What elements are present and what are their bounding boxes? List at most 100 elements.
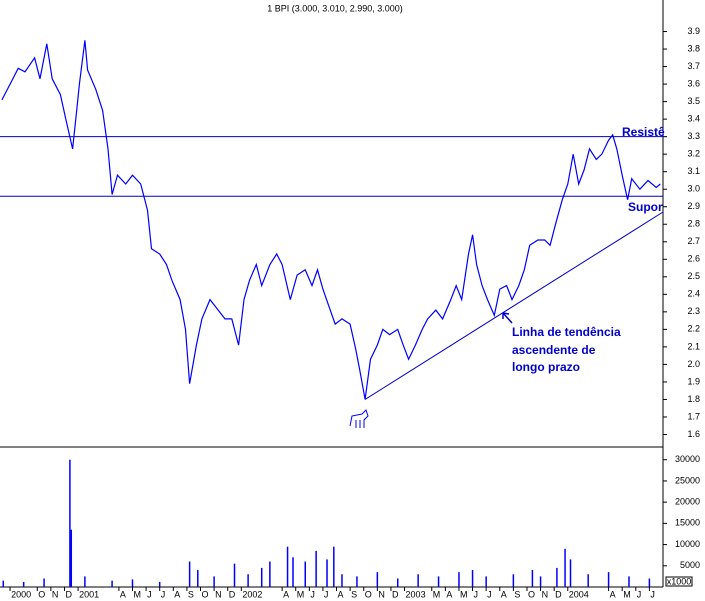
y-tick-label: 3.3 [687, 131, 700, 141]
x-tick-label: S [188, 589, 194, 599]
y-tick-label: 3.2 [687, 149, 700, 159]
y-tick-label: 1.8 [687, 394, 700, 404]
volume-bar [341, 574, 343, 587]
x-tick-label: 2003 [406, 589, 426, 599]
volume-bar [376, 572, 379, 587]
x-tick-label: O [202, 589, 209, 599]
volume-bar [2, 580, 5, 587]
annotation: Linha de tendência [512, 325, 621, 339]
volume-bar [569, 559, 572, 587]
y-tick-label: 15000 [675, 518, 700, 528]
unit-label: x1000 [667, 576, 692, 586]
x-tick-label: M [133, 589, 141, 599]
x-tick-label: D [229, 589, 236, 599]
volume-bar [247, 574, 249, 587]
volume-bar [485, 576, 487, 587]
volume-bar [607, 572, 610, 587]
annotation: Supor [628, 200, 663, 214]
y-tick-label: 25000 [675, 475, 700, 485]
x-tick-label: 2002 [242, 589, 262, 599]
volume-bar [512, 574, 515, 587]
y-tick-label: 3.1 [687, 166, 700, 176]
volume-bar [22, 581, 25, 587]
volume-bar [333, 546, 335, 587]
x-tick-label: 2001 [79, 589, 99, 599]
y-tick-label: 10000 [675, 539, 700, 549]
x-tick-label: A [338, 589, 344, 599]
y-tick-label: 1.6 [687, 429, 700, 439]
volume-bar [531, 570, 534, 587]
volume-bar [587, 574, 589, 587]
y-tick-label: 20000 [675, 497, 700, 507]
volume-bar [437, 576, 440, 587]
trend-line [364, 211, 664, 400]
volume-bar [197, 570, 199, 587]
x-tick-label: M [460, 589, 468, 599]
x-tick-label: N [215, 589, 222, 599]
y-tick-label: 2.9 [687, 201, 700, 211]
volume-bar [292, 557, 294, 587]
y-tick-label: 1.9 [687, 376, 700, 386]
price-line [1, 40, 661, 400]
annotation: ascendente de [512, 343, 596, 357]
x-tick-label: M [297, 589, 305, 599]
x-tick-label: N [542, 589, 549, 599]
y-tick-label: 2.4 [687, 289, 700, 299]
x-tick-label: 2000 [11, 589, 31, 599]
volume-bar [304, 561, 306, 587]
volume-bar [213, 576, 215, 587]
y-tick-label: 2.5 [687, 271, 700, 281]
volume-bar [396, 578, 399, 587]
volume-bar [356, 576, 358, 587]
x-tick-label: O [365, 589, 372, 599]
y-tick-label: 3.8 [687, 43, 700, 53]
volume-bar [648, 578, 651, 587]
x-tick-label: J [637, 589, 642, 599]
volume-bar [233, 563, 236, 587]
annotation: Resistê [622, 125, 665, 139]
y-tick-label: 2.7 [687, 236, 700, 246]
x-tick-label: J [310, 589, 315, 599]
x-tick-label: 2004 [569, 589, 589, 599]
x-tick-label: J [474, 589, 479, 599]
volume-bar [417, 574, 419, 587]
y-tick-label: 2.1 [687, 341, 700, 351]
y-tick-label: 2.6 [687, 254, 700, 264]
y-tick-label: 3.7 [687, 61, 700, 71]
x-tick-label: J [487, 589, 492, 599]
volume-bar [131, 579, 134, 587]
y-tick-label: 2.2 [687, 324, 700, 334]
y-tick-label: 3.4 [687, 114, 700, 124]
y-tick-label: 3.9 [687, 26, 700, 36]
bull-icon [349, 409, 369, 428]
x-tick-label: D [555, 589, 562, 599]
annotation-arrow [502, 312, 513, 324]
volume-bar [315, 550, 317, 587]
x-tick-label: S [351, 589, 357, 599]
x-tick-label: A [120, 589, 126, 599]
volume-bar [556, 567, 558, 587]
x-tick-label: M [623, 589, 631, 599]
y-tick-label: 5000 [680, 560, 700, 570]
volume-bar [564, 548, 566, 587]
volume-bar [286, 546, 289, 587]
x-tick-label: J [324, 589, 329, 599]
x-tick-label: D [65, 589, 72, 599]
x-tick-label: A [501, 589, 507, 599]
unit-box [665, 576, 693, 587]
x-tick-label: N [378, 589, 385, 599]
volume-bar [188, 561, 191, 587]
x-tick-label: A [610, 589, 616, 599]
y-tick-label: 2.3 [687, 306, 700, 316]
x-tick-label: A [446, 589, 452, 599]
volume-bar [43, 578, 45, 587]
volume-bar [69, 459, 71, 587]
x-tick-label: D [392, 589, 399, 599]
x-tick-label: O [38, 589, 45, 599]
y-tick-label: 30000 [675, 454, 700, 464]
x-tick-label: J [161, 589, 166, 599]
x-tick-label: S [514, 589, 520, 599]
volume-bar [260, 567, 263, 587]
